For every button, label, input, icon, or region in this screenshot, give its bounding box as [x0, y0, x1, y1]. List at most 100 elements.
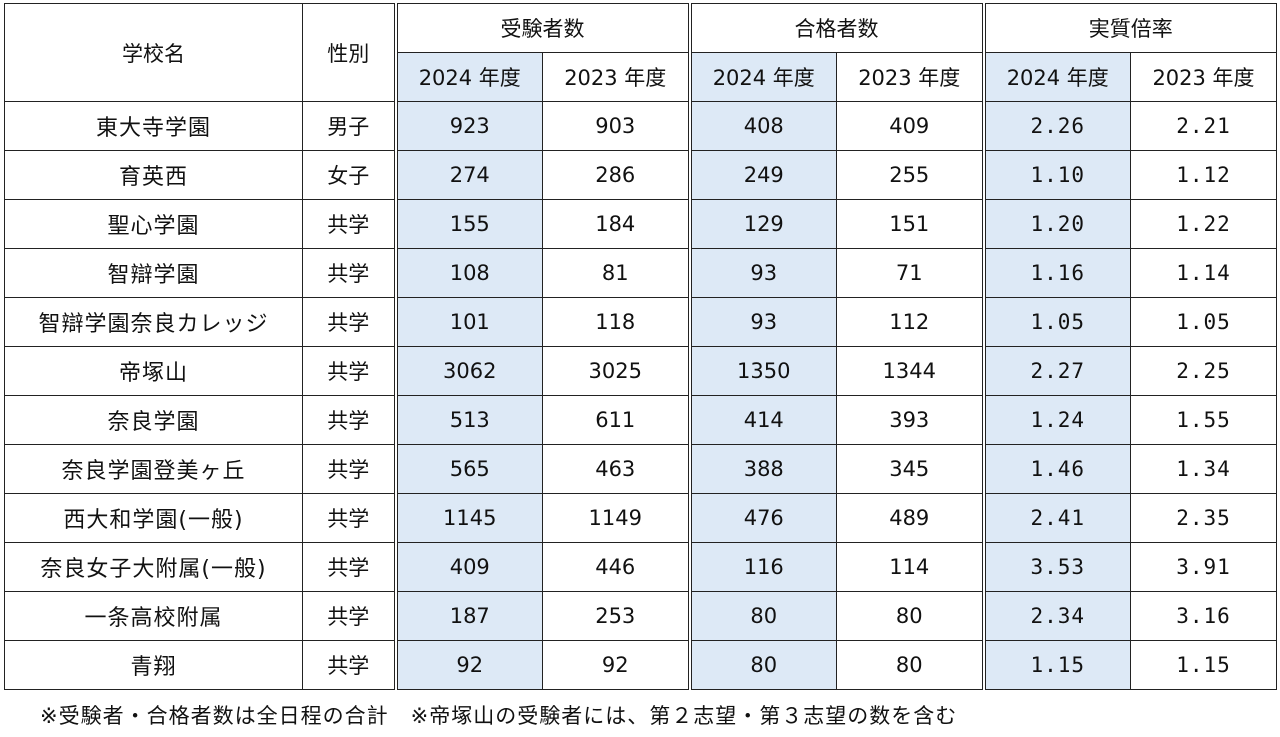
ratio-2023-cell: 1.05 — [1130, 297, 1277, 347]
applicants-2024-cell: 409 — [393, 542, 543, 592]
school-name-cell: 奈良学園登美ヶ丘 — [4, 444, 303, 494]
header-row-years: 2024 年度 2023 年度 2024 年度 2023 年度 2024 年度 … — [5, 52, 1277, 102]
table-body: 東大寺学園 男子 923 903 408 409 2.26 2.21 育英西 女子 274 286 24… — [4, 101, 1277, 690]
applicants-2024-cell: 1145 — [393, 493, 543, 543]
passers-2024-cell: 129 — [687, 199, 837, 249]
table-row: 奈良女子大附属(一般) 共学 409 446 116 114 3.53 3.91 — [4, 542, 1277, 592]
gender-cell: 男子 — [302, 101, 396, 151]
gender-header: 性別 — [302, 3, 396, 102]
passers-2023-cell: 489 — [836, 493, 984, 543]
ratio-2023-cell: 3.91 — [1130, 542, 1277, 592]
passers-2024-cell: 80 — [687, 640, 837, 690]
applicants-2024-cell: 513 — [393, 395, 543, 445]
applicants-2024-cell: 101 — [393, 297, 543, 347]
passers-2023-cell: 393 — [836, 395, 984, 445]
ratio-2024-cell: 2.26 — [981, 101, 1131, 151]
results-table-container: 学校名 性別 受験者数 合格者数 実質倍率 2024 年度 2023 年度 20… — [4, 3, 1277, 690]
ratio-2024-cell: 1.16 — [981, 248, 1131, 298]
ratio-2024-cell: 1.15 — [981, 640, 1131, 690]
school-name-cell: 青翔 — [4, 640, 303, 690]
header-row-groups: 学校名 性別 受験者数 合格者数 実質倍率 — [4, 3, 1277, 102]
ratio-2023-cell: 1.15 — [1130, 640, 1277, 690]
table-row: 一条高校附属 共学 187 253 80 80 2.34 3.16 — [4, 591, 1277, 641]
applicants-2023-cell: 286 — [542, 150, 690, 200]
ratio-2023-cell: 1.55 — [1130, 395, 1277, 445]
gender-cell: 共学 — [302, 297, 396, 347]
school-name-cell: 奈良女子大附属(一般) — [4, 542, 303, 592]
applicants-2024-cell: 155 — [393, 199, 543, 249]
school-name-cell: 育英西 — [4, 150, 303, 200]
passers-2024-cell: 93 — [687, 248, 837, 298]
ratio-2023-cell: 1.34 — [1130, 444, 1277, 494]
table-row: 智辯学園奈良カレッジ 共学 101 118 93 112 1.05 1.05 — [4, 297, 1277, 347]
applicants-2023-cell: 253 — [542, 591, 690, 641]
applicants-2023-cell: 3025 — [542, 346, 690, 396]
school-name-cell: 智辯学園奈良カレッジ — [4, 297, 303, 347]
ratio-2024-cell: 2.41 — [981, 493, 1131, 543]
gender-cell: 共学 — [302, 444, 396, 494]
school-name-cell: 東大寺学園 — [4, 101, 303, 151]
ratio-2024-cell: 1.10 — [981, 150, 1131, 200]
passers-header: 合格者数 — [687, 3, 984, 53]
applicants-2024-cell: 92 — [393, 640, 543, 690]
applicants-2024-cell: 274 — [393, 150, 543, 200]
school-name-cell: 一条高校附属 — [4, 591, 303, 641]
ratio-header: 実質倍率 — [981, 3, 1277, 53]
school-name-cell: 聖心学園 — [4, 199, 303, 249]
ratio-2024-cell: 1.46 — [981, 444, 1131, 494]
passers-2024-cell: 80 — [687, 591, 837, 641]
gender-cell: 共学 — [302, 248, 396, 298]
passers-2023-cell: 255 — [836, 150, 984, 200]
applicants-2023-cell: 81 — [542, 248, 690, 298]
gender-cell: 共学 — [302, 493, 396, 543]
ratio-2024-cell: 1.05 — [981, 297, 1131, 347]
passers-2024-cell: 408 — [687, 101, 837, 151]
applicants-2023-cell: 611 — [542, 395, 690, 445]
passers-2024-cell: 1350 — [687, 346, 837, 396]
table-row: 東大寺学園 男子 923 903 408 409 2.26 2.21 — [4, 101, 1277, 151]
table-row: 西大和学園(一般) 共学 1145 1149 476 489 2.41 2.35 — [4, 493, 1277, 543]
exam-results-table: 学校名 性別 受験者数 合格者数 実質倍率 2024 年度 2023 年度 20… — [4, 3, 1277, 690]
table-row: 帝塚山 共学 3062 3025 1350 1344 2.27 2.25 — [4, 346, 1277, 396]
applicants-2024-cell: 565 — [393, 444, 543, 494]
ratio-2023-cell: 1.22 — [1130, 199, 1277, 249]
applicants-2024-cell: 3062 — [393, 346, 543, 396]
school-name-header: 学校名 — [4, 3, 303, 102]
ratio-2024-cell: 1.20 — [981, 199, 1131, 249]
applicants-2023-cell: 903 — [542, 101, 690, 151]
applicants-header: 受験者数 — [393, 3, 690, 53]
applicants-2024-cell: 187 — [393, 591, 543, 641]
ratio-2023-cell: 3.16 — [1130, 591, 1277, 641]
gender-cell: 共学 — [302, 591, 396, 641]
table-row: 奈良学園 共学 513 611 414 393 1.24 1.55 — [4, 395, 1277, 445]
passers-2023-cell: 80 — [836, 591, 984, 641]
ratio-2023-cell: 1.12 — [1130, 150, 1277, 200]
ratio-2023-cell: 2.21 — [1130, 101, 1277, 151]
applicants-2023-cell: 118 — [542, 297, 690, 347]
ratio-2023-cell: 1.14 — [1130, 248, 1277, 298]
ratio-2024-cell: 2.34 — [981, 591, 1131, 641]
ratio-2024-header: 2024 年度 — [981, 52, 1131, 102]
table-row: 智辯学園 共学 108 81 93 71 1.16 1.14 — [4, 248, 1277, 298]
passers-2024-cell: 476 — [687, 493, 837, 543]
passers-2024-cell: 249 — [687, 150, 837, 200]
passers-2023-header: 2023 年度 — [836, 52, 984, 102]
footnote: ※受験者・合格者数は全日程の合計 ※帝塚山の受験者には、第２志望・第３志望の数を… — [40, 704, 958, 728]
passers-2023-cell: 114 — [836, 542, 984, 592]
passers-2024-cell: 388 — [687, 444, 837, 494]
gender-cell: 共学 — [302, 640, 396, 690]
ratio-2024-cell: 2.27 — [981, 346, 1131, 396]
passers-2024-cell: 116 — [687, 542, 837, 592]
applicants-2023-cell: 446 — [542, 542, 690, 592]
school-name-cell: 西大和学園(一般) — [4, 493, 303, 543]
passers-2024-cell: 93 — [687, 297, 837, 347]
applicants-2024-header: 2024 年度 — [393, 52, 543, 102]
applicants-2023-cell: 463 — [542, 444, 690, 494]
passers-2023-cell: 71 — [836, 248, 984, 298]
passers-2023-cell: 151 — [836, 199, 984, 249]
ratio-2023-cell: 2.25 — [1130, 346, 1277, 396]
passers-2023-cell: 112 — [836, 297, 984, 347]
gender-cell: 女子 — [302, 150, 396, 200]
school-name-cell: 智辯学園 — [4, 248, 303, 298]
passers-2024-cell: 414 — [687, 395, 837, 445]
